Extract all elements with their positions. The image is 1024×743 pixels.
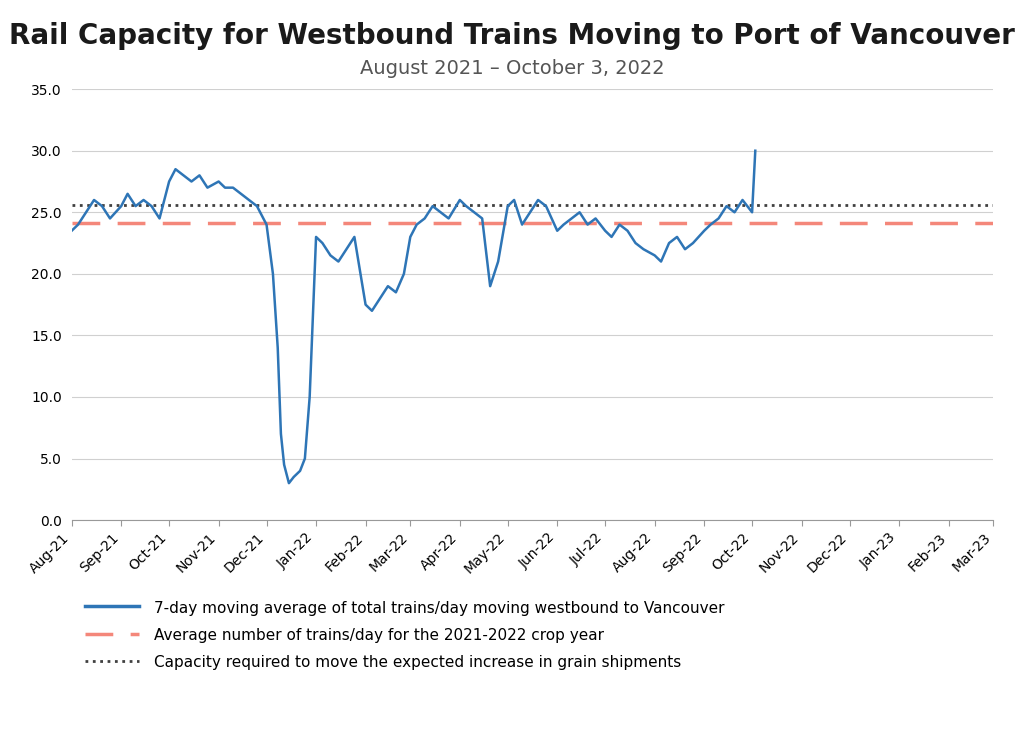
Text: August 2021 – October 3, 2022: August 2021 – October 3, 2022: [359, 59, 665, 79]
Legend: 7-day moving average of total trains/day moving westbound to Vancouver, Average : 7-day moving average of total trains/day…: [79, 594, 731, 676]
Text: Rail Capacity for Westbound Trains Moving to Port of Vancouver: Rail Capacity for Westbound Trains Movin…: [9, 22, 1015, 51]
